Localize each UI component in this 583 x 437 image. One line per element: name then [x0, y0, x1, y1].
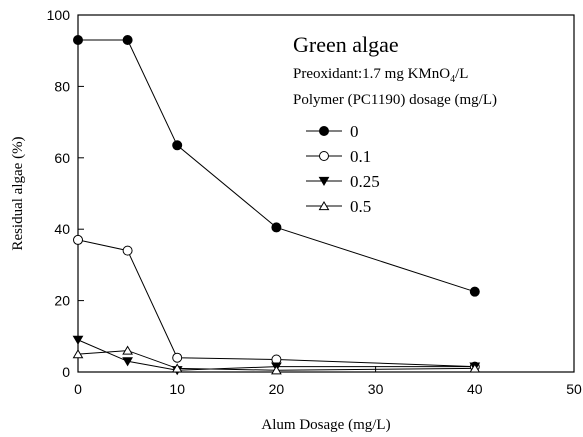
y-tick-label: 60 — [54, 150, 70, 166]
x-tick-label: 30 — [368, 381, 384, 397]
data-point-series-3 — [469, 363, 481, 373]
plot-frame — [77, 14, 575, 373]
y-tick-label: 20 — [54, 293, 70, 309]
legend-marker — [318, 200, 330, 211]
legend-title: Polymer (PC1190) dosage (mg/L) — [293, 92, 497, 108]
data-point-series-0 — [271, 222, 282, 233]
y-tick-label: 0 — [62, 364, 70, 380]
data-point-series-2 — [72, 335, 84, 345]
data-point-series-0 — [469, 286, 480, 297]
data-point-series-1 — [122, 245, 133, 256]
y-axis-label: Residual algae (%) — [10, 136, 26, 250]
legend: 0 0.1 0.25 0.5 — [306, 122, 380, 216]
x-tick-label: 50 — [566, 381, 582, 397]
y-tick-label: 80 — [54, 78, 70, 94]
data-point-series-0 — [172, 140, 183, 151]
data-point-series-3 — [171, 363, 183, 373]
x-tick-label: 20 — [269, 381, 285, 397]
data-point-series-0 — [122, 34, 133, 45]
y-tick-label: 40 — [54, 221, 70, 237]
data-point-series-3 — [271, 365, 282, 375]
data-point-series-3 — [122, 345, 133, 355]
data-point-series-0 — [73, 34, 83, 45]
legend-label: 0 — [350, 122, 359, 141]
y-tick-label: 100 — [47, 7, 71, 23]
legend-marker — [319, 126, 329, 136]
legend-label: 0.25 — [350, 172, 380, 191]
legend-marker — [318, 176, 330, 187]
x-tick-label: 40 — [467, 381, 483, 397]
x-tick-label: 10 — [169, 381, 185, 397]
x-tick-label: 0 — [74, 381, 82, 397]
data-point-series-2 — [122, 357, 133, 367]
legend-label: 0.5 — [350, 197, 371, 216]
legend-label: 0.1 — [350, 147, 371, 166]
series-lines — [77, 39, 475, 371]
series-line-1 — [77, 239, 475, 368]
data-point-series-3 — [72, 349, 84, 359]
chart-title: Green algae — [293, 32, 399, 57]
legend-marker — [319, 151, 329, 161]
chart-subtitle: Preoxidant:1.7 mg KMnO4/L — [293, 66, 468, 85]
data-point-series-1 — [73, 234, 83, 245]
series-points — [72, 34, 481, 376]
x-axis-label: Alum Dosage (mg/L) — [261, 417, 390, 433]
axis-ticks: 0 10 20 30 40 50 0 20 40 60 80 100 — [47, 7, 582, 397]
data-point-series-1 — [172, 352, 183, 363]
